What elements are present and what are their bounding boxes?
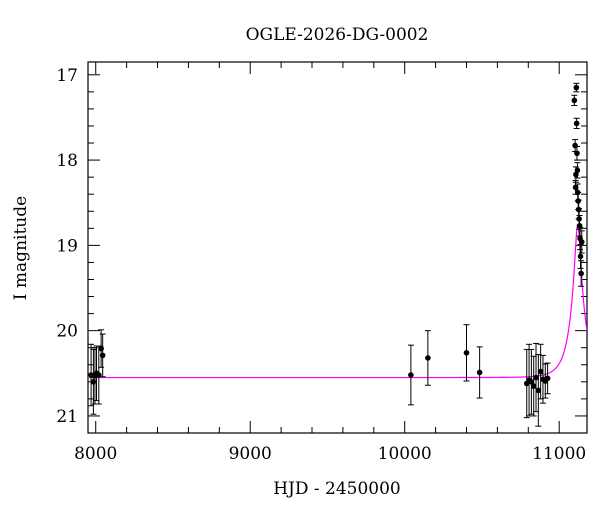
y-tick-label: 19 <box>56 236 78 256</box>
plot-area: 8000 9000 10000 11000 17 18 19 20 21 <box>56 61 588 464</box>
data-point <box>571 97 578 104</box>
plot-frame <box>87 61 588 434</box>
data-point <box>578 270 584 277</box>
data-point <box>573 120 580 127</box>
x-tick-label: 9000 <box>229 444 272 464</box>
data-point <box>99 352 106 359</box>
y-tick-label: 21 <box>56 407 78 427</box>
y-axis-title: I magnitude <box>11 196 31 300</box>
model-curve <box>88 223 587 379</box>
data-point <box>574 167 581 174</box>
data-point <box>578 239 585 245</box>
data-point <box>533 374 539 381</box>
y-tick-label: 18 <box>56 151 78 171</box>
x-tick-label: 11000 <box>532 444 586 464</box>
data-point <box>463 350 470 356</box>
data-point <box>574 150 580 157</box>
chart-title: OGLE-2026-DG-0002 <box>246 25 429 45</box>
y-tick-label: 17 <box>56 66 78 86</box>
data-point <box>535 387 542 394</box>
data-point <box>572 184 579 191</box>
data-point <box>530 383 537 389</box>
x-tick-label: 8000 <box>74 444 117 464</box>
data-point <box>577 253 584 260</box>
data-point <box>544 375 551 382</box>
data-point <box>476 369 483 376</box>
x-axis-title: HJD - 2450000 <box>273 479 401 499</box>
data-point <box>408 372 414 378</box>
x-tick-label: 10000 <box>378 444 432 464</box>
data-point <box>573 84 580 91</box>
y-tick-label: 20 <box>56 322 78 342</box>
data-point <box>537 368 544 375</box>
data-point <box>425 355 431 361</box>
data-point <box>528 379 535 385</box>
